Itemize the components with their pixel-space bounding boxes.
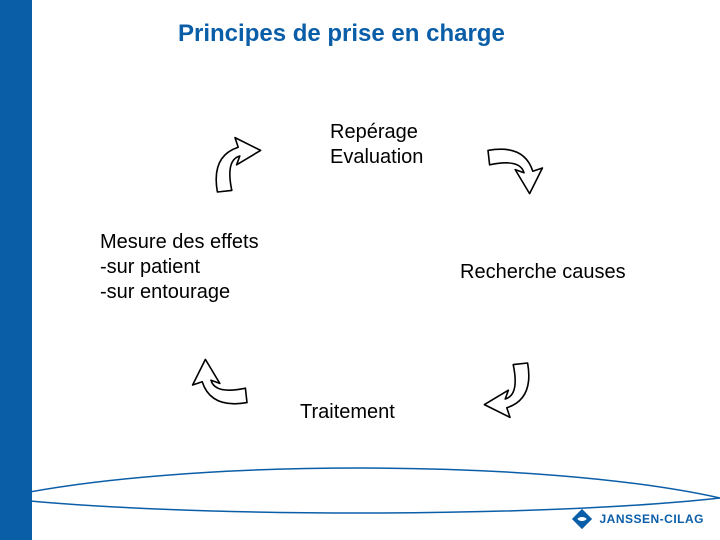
cycle-node-recherche: Recherche causes — [460, 260, 626, 285]
cycle-node-traitement: Traitement — [300, 400, 395, 425]
arrow-left-top-icon — [195, 120, 275, 200]
arrow-right-bottom-icon — [470, 355, 550, 435]
node-line: -sur patient — [100, 255, 259, 280]
cycle-node-mesure: Mesure des effets-sur patient-sur entour… — [100, 230, 259, 305]
brand-logo-text: JANSSEN-CILAG — [599, 512, 704, 526]
cycle-node-reperage: RepérageEvaluation — [330, 120, 423, 170]
page-title: Principes de prise en charge — [178, 20, 505, 48]
node-line: Recherche causes — [460, 260, 626, 285]
node-line: Mesure des effets — [100, 230, 259, 255]
arrow-bottom-left-icon — [175, 345, 255, 425]
brand-logo: JANSSEN-CILAG — [571, 508, 704, 530]
node-line: -sur entourage — [100, 280, 259, 305]
brand-logo-icon — [571, 508, 593, 530]
slide: Principes de prise en charge RepérageEva… — [0, 0, 720, 540]
arrow-top-right-icon — [480, 128, 560, 208]
node-line: Evaluation — [330, 145, 423, 170]
node-line: Repérage — [330, 120, 423, 145]
node-line: Traitement — [300, 400, 395, 425]
